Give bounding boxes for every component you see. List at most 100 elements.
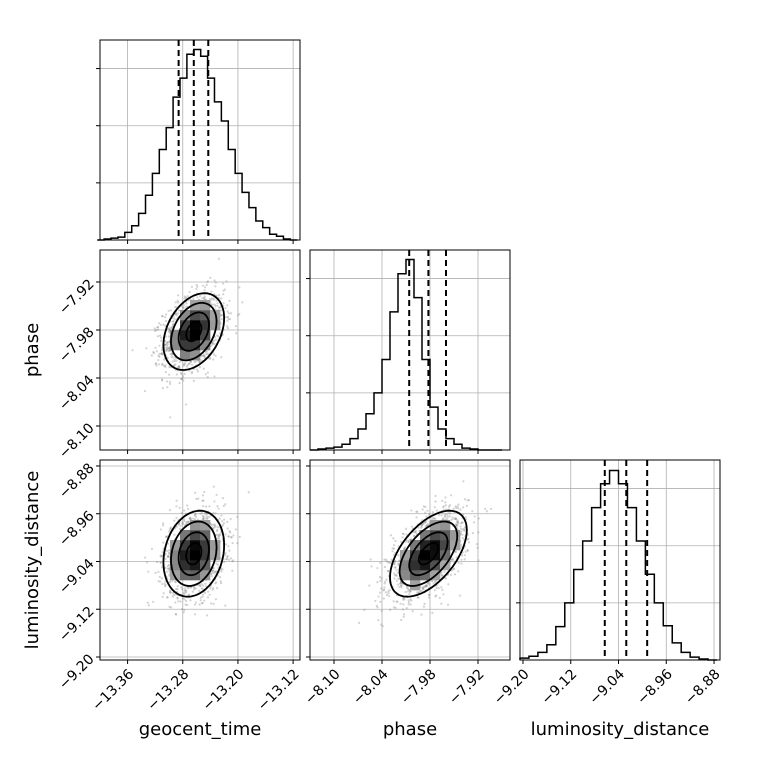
- scatter-point: [205, 515, 208, 518]
- scatter-point: [185, 365, 189, 368]
- scatter-point: [177, 523, 181, 526]
- scatter-point: [178, 366, 181, 369]
- scatter-point: [191, 363, 194, 366]
- scatter-point: [154, 571, 157, 575]
- scatter-point: [231, 542, 234, 545]
- scatter-point: [410, 599, 413, 602]
- scatter-point: [225, 557, 229, 561]
- scatter-point: [151, 600, 155, 603]
- scatter-point: [380, 587, 383, 590]
- scatter-point: [206, 516, 209, 519]
- scatter-point: [189, 360, 192, 363]
- scatter-point: [168, 590, 171, 594]
- scatter-point: [228, 530, 231, 533]
- scatter-point: [204, 512, 207, 515]
- x-tick-label: −13.28: [144, 666, 192, 714]
- scatter-point: [131, 349, 134, 352]
- scatter-point: [155, 561, 159, 564]
- scatter-point: [393, 562, 396, 565]
- scatter-point: [456, 520, 459, 523]
- scatter-point: [187, 520, 190, 523]
- scatter-point: [198, 360, 201, 363]
- scatter-point: [157, 580, 160, 583]
- scatter-point: [155, 362, 158, 365]
- scatter-point: [407, 603, 410, 606]
- scatter-point: [193, 513, 197, 516]
- scatter-point: [164, 335, 167, 338]
- scatter-point: [393, 560, 397, 563]
- scatter-point: [169, 591, 172, 594]
- scatter-point: [167, 347, 171, 350]
- scatter-point: [374, 599, 377, 603]
- scatter-point: [219, 533, 222, 536]
- scatter-point: [217, 534, 220, 537]
- scatter-point: [174, 581, 177, 584]
- scatter-point: [397, 559, 401, 562]
- scatter-point: [194, 587, 197, 590]
- scatter-point: [425, 515, 428, 518]
- scatter-point: [180, 511, 183, 514]
- scatter-point: [403, 598, 406, 601]
- scatter-point: [404, 590, 407, 594]
- scatter-point: [210, 290, 213, 293]
- scatter-point: [161, 582, 164, 586]
- scatter-point: [209, 357, 212, 360]
- scatter-point: [202, 499, 205, 502]
- scatter-point: [167, 555, 170, 559]
- scatter-point: [165, 348, 168, 351]
- scatter-point: [383, 582, 386, 585]
- scatter-point: [397, 554, 400, 557]
- scatter-point: [236, 314, 240, 317]
- scatter-point: [441, 588, 444, 591]
- scatter-point: [172, 591, 175, 595]
- scatter-point: [466, 549, 470, 552]
- scatter-point: [388, 588, 391, 592]
- scatter-point: [389, 562, 392, 565]
- scatter-point: [167, 335, 171, 338]
- scatter-point: [216, 334, 219, 337]
- scatter-point: [427, 581, 430, 585]
- scatter-point: [168, 589, 172, 592]
- scatter-point: [408, 592, 411, 595]
- scatter-point: [383, 586, 386, 589]
- scatter-point: [174, 363, 177, 366]
- scatter-point: [403, 613, 406, 616]
- scatter-point: [164, 585, 167, 588]
- scatter-point: [224, 604, 227, 607]
- scatter-point: [227, 535, 230, 538]
- scatter-point: [185, 521, 188, 524]
- scatter-point: [193, 518, 197, 521]
- density-bin: [180, 570, 191, 581]
- scatter-point: [161, 362, 164, 365]
- pair-data-phase-luminosity_distance: [357, 480, 493, 628]
- scatter-point: [400, 618, 403, 622]
- scatter-point: [393, 574, 396, 577]
- scatter-point: [189, 516, 192, 519]
- scatter-point: [467, 537, 470, 541]
- scatter-point: [193, 588, 196, 591]
- scatter-point: [220, 314, 223, 317]
- scatter-point: [403, 548, 406, 551]
- scatter-point: [444, 501, 447, 504]
- density-bin: [420, 570, 431, 581]
- scatter-point: [182, 611, 185, 614]
- scatter-point: [455, 520, 459, 524]
- scatter-point: [176, 294, 180, 297]
- scatter-point: [417, 596, 420, 599]
- scatter-point: [181, 522, 184, 525]
- scatter-point: [461, 536, 464, 540]
- scatter-point: [406, 590, 409, 593]
- scatter-point: [159, 561, 162, 564]
- density-bin: [210, 540, 221, 551]
- scatter-point: [395, 569, 398, 572]
- scatter-point: [477, 531, 480, 534]
- scatter-point: [161, 349, 164, 352]
- scatter-point: [229, 517, 232, 521]
- scatter-point: [201, 284, 205, 287]
- scatter-point: [166, 555, 169, 558]
- scatter-point: [202, 354, 205, 358]
- scatter-point: [166, 347, 169, 350]
- scatter-point: [433, 589, 436, 592]
- scatter-point: [187, 587, 190, 590]
- scatter-point: [202, 504, 205, 508]
